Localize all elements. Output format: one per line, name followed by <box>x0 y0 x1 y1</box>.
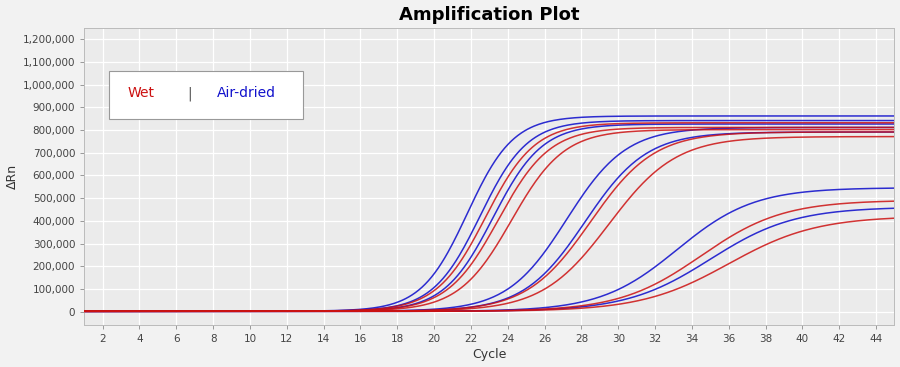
Title: Amplification Plot: Amplification Plot <box>399 6 580 23</box>
Y-axis label: ΔRn: ΔRn <box>5 164 19 189</box>
FancyBboxPatch shape <box>109 71 303 119</box>
X-axis label: Cycle: Cycle <box>472 348 507 361</box>
Text: Wet: Wet <box>128 86 155 100</box>
Text: |: | <box>187 86 192 101</box>
Text: Air-dried: Air-dried <box>217 86 275 100</box>
